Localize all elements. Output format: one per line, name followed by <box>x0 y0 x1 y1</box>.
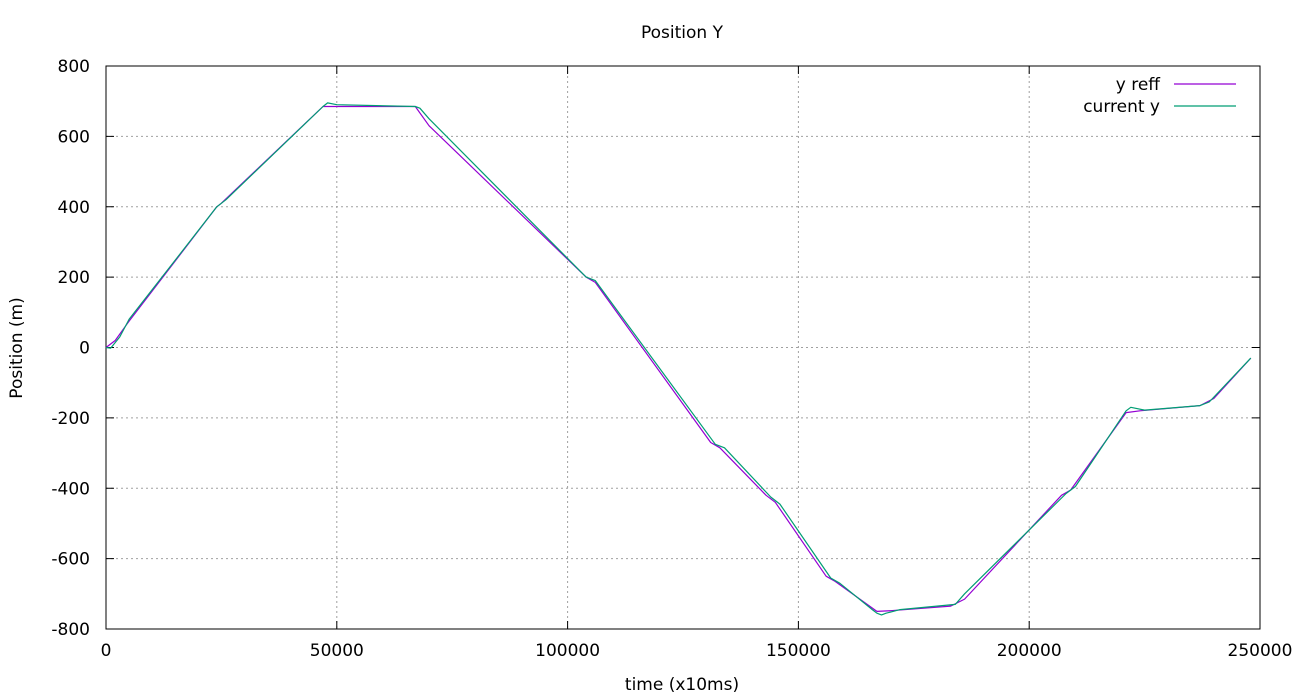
grid <box>106 66 1260 629</box>
x-tick-label: 250000 <box>1228 641 1293 661</box>
y-tick-label: -200 <box>51 409 90 429</box>
axis-ticks: 0 50000 100000 150000 200000 250000 -800 -600 -4… <box>51 57 1292 661</box>
x-tick-label: 150000 <box>766 641 831 661</box>
y-tick-label: -400 <box>51 479 90 499</box>
y-tick-label: 200 <box>58 268 90 288</box>
x-tick-label: 0 <box>101 641 112 661</box>
y-tick-label: -800 <box>51 620 90 640</box>
x-tick-label: 200000 <box>997 641 1062 661</box>
x-tick-label: 50000 <box>310 641 364 661</box>
series-lines <box>105 102 1252 616</box>
x-axis-label: time (x10ms) <box>625 675 739 695</box>
y-tick-label: 400 <box>58 198 90 218</box>
legend: y reff current y <box>1083 75 1236 117</box>
legend-label-current-y: current y <box>1083 97 1160 117</box>
series-line-current-y <box>105 102 1252 616</box>
legend-label-y-reff: y reff <box>1116 75 1162 95</box>
chart-title: Position Y <box>641 23 724 43</box>
y-tick-label: 0 <box>79 339 90 359</box>
x-tick-label: 100000 <box>535 641 600 661</box>
y-tick-label: -600 <box>51 550 90 570</box>
y-tick-label: 600 <box>58 127 90 147</box>
series-line-y-reff <box>105 105 1252 613</box>
y-axis-label: Position (m) <box>7 297 27 398</box>
y-tick-label: 800 <box>58 57 90 77</box>
